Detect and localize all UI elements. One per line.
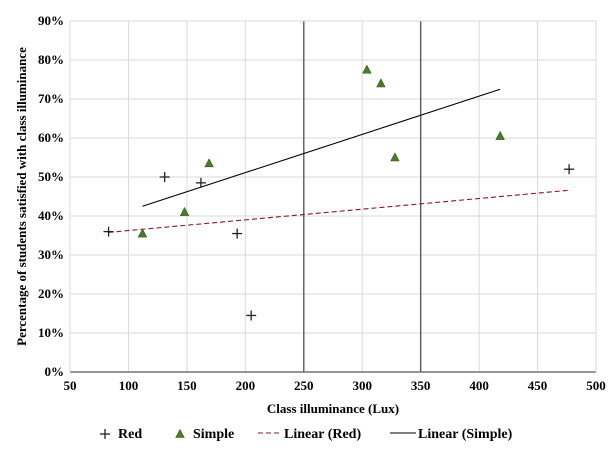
y-tick-label: 40% xyxy=(38,208,64,223)
y-tick-label: 70% xyxy=(38,91,64,106)
x-tick-label: 300 xyxy=(352,378,372,393)
x-tick-label: 450 xyxy=(528,378,548,393)
y-tick-label: 10% xyxy=(38,325,64,340)
legend-item: Linear (Simple) xyxy=(390,427,513,442)
legend-label: Simple xyxy=(193,427,234,442)
x-tick-label: 400 xyxy=(469,378,489,393)
x-tick-label: 100 xyxy=(119,378,139,393)
legend-label: Red xyxy=(118,427,142,442)
legend-item: Red xyxy=(100,427,142,442)
y-tick-label: 30% xyxy=(38,247,64,262)
legend-plus-icon xyxy=(100,429,110,439)
legend-item: Linear (Red) xyxy=(258,427,361,442)
y-tick-label: 0% xyxy=(45,364,65,379)
legend-label: Linear (Simple) xyxy=(418,427,513,442)
plot-area xyxy=(70,21,596,372)
x-axis-title: Class illuminance (Lux) xyxy=(267,401,399,416)
legend-triangle-icon xyxy=(176,430,184,438)
legend-label: Linear (Red) xyxy=(284,427,361,442)
y-tick-label: 20% xyxy=(38,286,64,301)
x-tick-label: 500 xyxy=(586,378,606,393)
legend: Red Simple Linear (Red) Linear (Simple) xyxy=(100,427,513,442)
y-tick-label: 60% xyxy=(38,130,64,145)
legend-item: Simple xyxy=(176,427,234,442)
y-tick-label: 90% xyxy=(38,13,64,28)
x-tick-label: 150 xyxy=(177,378,197,393)
y-tick-label: 50% xyxy=(38,169,64,184)
y-tick-label: 80% xyxy=(38,52,64,67)
x-tick-label: 50 xyxy=(64,378,77,393)
x-tick-label: 250 xyxy=(294,378,314,393)
y-axis-title: Percentage of students satisfied with cl… xyxy=(14,47,29,346)
x-tick-label: 350 xyxy=(411,378,431,393)
x-tick-label: 200 xyxy=(236,378,256,393)
